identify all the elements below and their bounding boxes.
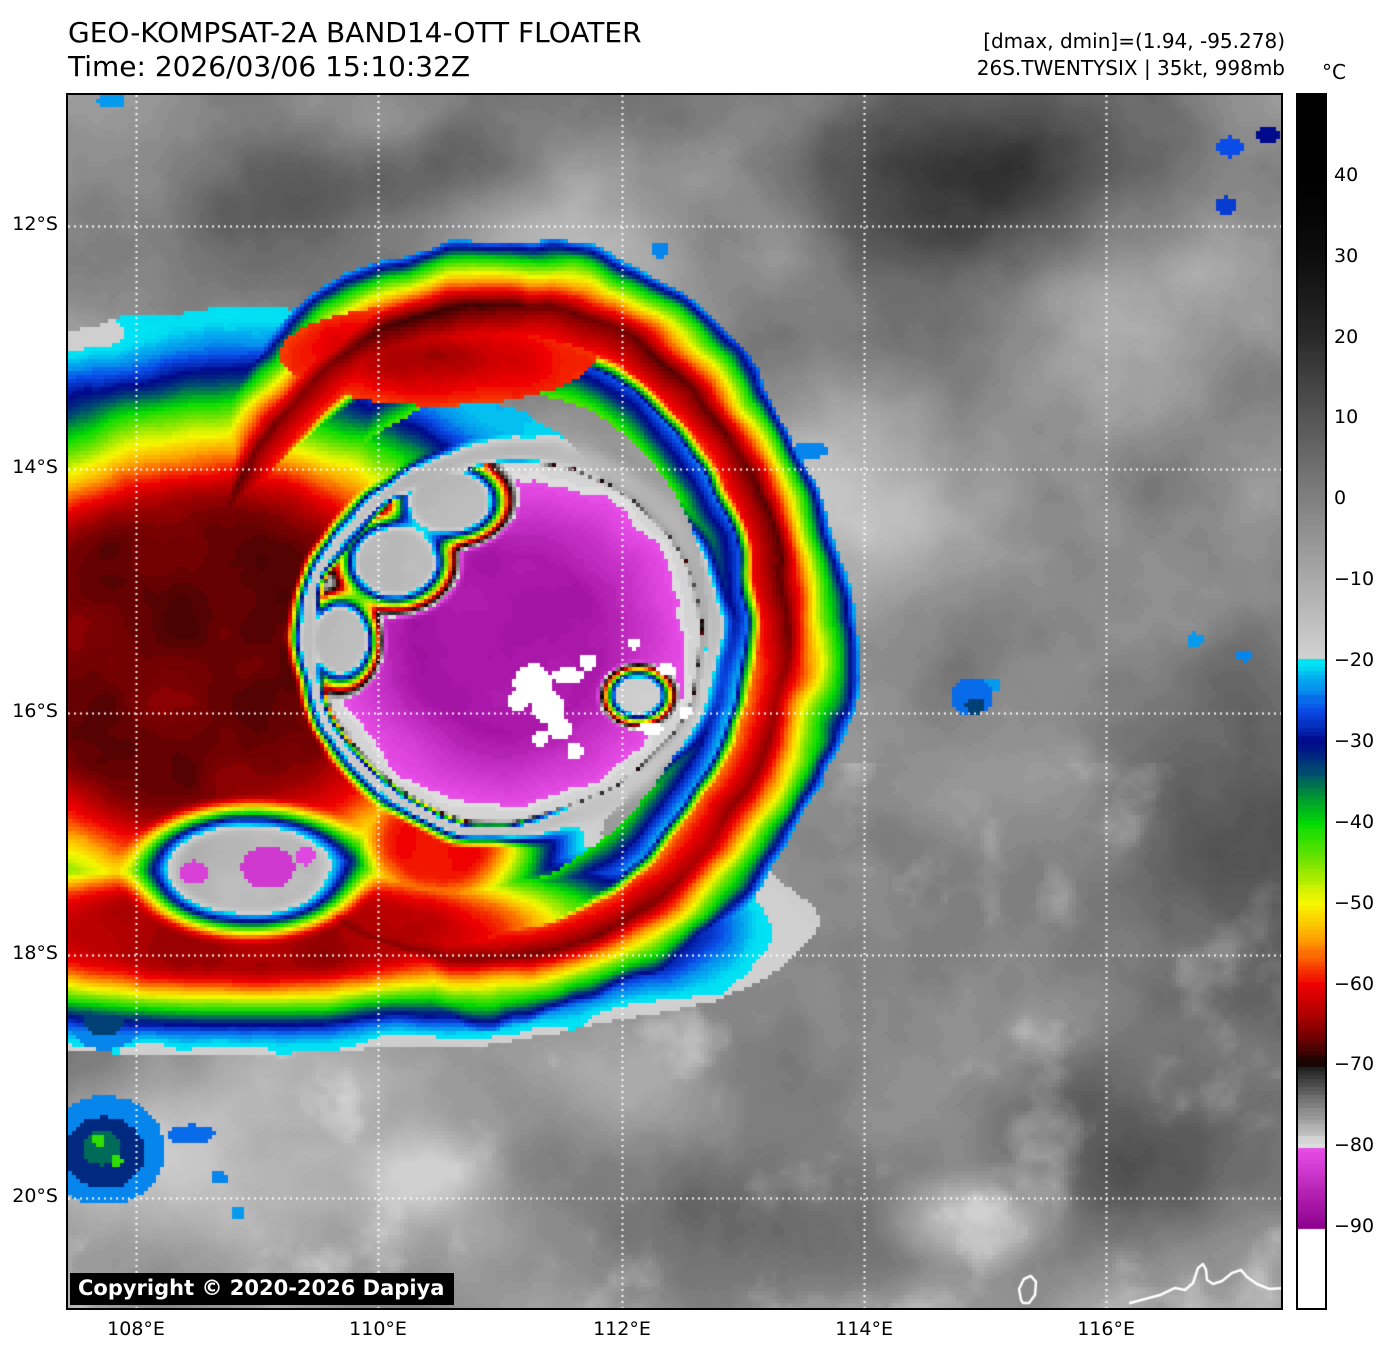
colorbar-tick-label: 10	[1334, 406, 1359, 429]
lat-tick-label: 18°S	[12, 942, 58, 965]
product-time: Time: 2026/03/06 15:10:32Z	[68, 50, 471, 83]
lat-tick-label: 16°S	[12, 700, 58, 723]
colorbar-canvas	[1298, 95, 1325, 1308]
colorbar-tick-label: −20	[1334, 649, 1375, 672]
colorbar-tick-label: −50	[1334, 891, 1375, 914]
lon-tick-label: 108°E	[107, 1318, 165, 1340]
colorbar-tick-label: 20	[1334, 325, 1359, 348]
lat-tick-label: 14°S	[12, 456, 58, 479]
lat-tick-label: 20°S	[12, 1184, 58, 1207]
colorbar-tick-label: −90	[1334, 1215, 1375, 1238]
grid-coastline-overlay	[68, 95, 1281, 1308]
colorbar-tick-label: −80	[1334, 1134, 1375, 1157]
product-title: GEO-KOMPSAT-2A BAND14-OTT FLOATER	[68, 16, 642, 49]
dmax-dmin-readout: [dmax, dmin]=(1.94, -95.278)	[983, 29, 1285, 53]
satellite-map: Copyright © 2020-2026 Dapiya	[66, 93, 1283, 1310]
lon-tick-label: 110°E	[349, 1318, 407, 1340]
colorbar-unit-label: °C	[1322, 60, 1346, 84]
lon-tick-label: 112°E	[593, 1318, 651, 1340]
lon-tick-label: 116°E	[1077, 1318, 1135, 1340]
colorbar-tick-label: −60	[1334, 972, 1375, 995]
lat-tick-label: 12°S	[12, 213, 58, 235]
colorbar	[1296, 93, 1327, 1310]
storm-id-intensity: 26S.TWENTYSIX | 35kt, 998mb	[976, 56, 1285, 80]
colorbar-tick-label: −70	[1334, 1053, 1375, 1076]
colorbar-tick-label: −30	[1334, 729, 1375, 752]
copyright-badge: Copyright © 2020-2026 Dapiya	[70, 1273, 455, 1305]
colorbar-tick-label: 0	[1334, 487, 1347, 510]
colorbar-tick-label: −40	[1334, 810, 1375, 833]
lon-tick-label: 114°E	[835, 1318, 893, 1340]
colorbar-tick-label: −10	[1334, 568, 1375, 591]
storm-meta: [dmax, dmin]=(1.94, -95.278) 26S.TWENTYS…	[977, 28, 1285, 82]
colorbar-tick-label: 40	[1334, 163, 1359, 186]
colorbar-tick-label: 30	[1334, 244, 1359, 267]
